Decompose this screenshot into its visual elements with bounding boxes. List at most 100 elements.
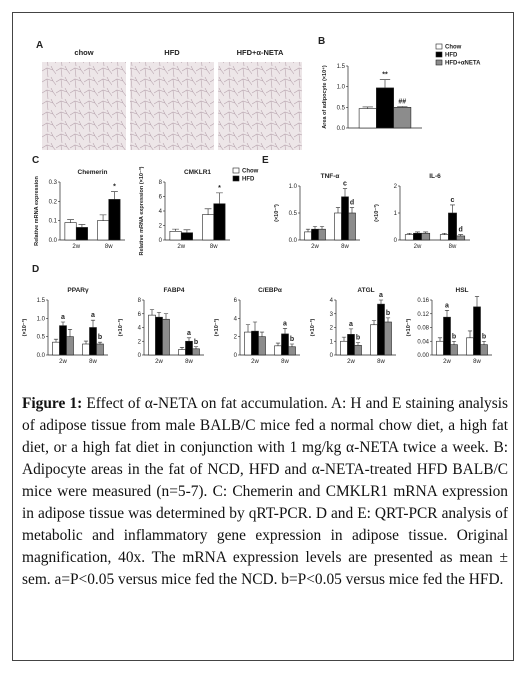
bar (480, 344, 488, 356)
bar (466, 337, 474, 356)
y-axis-label: (×10⁻³) (373, 204, 380, 222)
error-bar (111, 191, 118, 200)
chart-title: CMKLR1 (184, 169, 211, 176)
error-bar (406, 232, 412, 235)
error-bar (53, 338, 59, 343)
legend-swatch (435, 51, 443, 58)
x-tick-label: 8w (449, 244, 457, 250)
error-bar (467, 330, 473, 338)
y-tick-label: 1.0 (337, 85, 346, 91)
y-tick-label: 8 (138, 298, 142, 304)
x-tick-label: 2w (311, 244, 319, 250)
y-tick-label: 0.0 (337, 126, 346, 132)
x-tick-label: 2w (59, 359, 67, 365)
y-tick-label: 6 (234, 298, 238, 304)
y-tick-label: 1.5 (37, 298, 46, 304)
error-bar (458, 234, 464, 236)
y-tick-label: 1.0 (37, 316, 46, 322)
error-bar (259, 331, 265, 337)
y-tick-label: 0.04 (417, 339, 429, 345)
y-tick-label: 0.0 (37, 353, 46, 359)
x-tick-label: 8w (105, 244, 113, 250)
panel-label: D (32, 264, 39, 275)
y-tick-label: 0 (138, 353, 142, 359)
y-tick-label: 0.2 (49, 199, 58, 205)
bar (370, 324, 378, 356)
panel-label: A (36, 40, 43, 51)
significance-label: b (452, 333, 456, 340)
error-bar (348, 328, 354, 335)
caption-text: Effect of α-NETA on fat accumulation. A:… (22, 395, 508, 588)
bar (59, 325, 67, 356)
error-bar (78, 224, 86, 228)
x-tick-label: 2w (443, 359, 451, 365)
bar (66, 336, 74, 356)
x-tick-label: 2w (155, 359, 163, 365)
bar (202, 214, 215, 241)
significance-label: a (187, 330, 191, 337)
x-tick-label: 2w (414, 244, 422, 250)
y-axis-label: Relative mRNA expression (×10⁻³) (138, 166, 145, 255)
significance-label: a (283, 320, 287, 327)
significance-label: b (356, 335, 360, 342)
micrograph-label: HFD+α-NETA (237, 48, 284, 57)
bar (281, 333, 289, 356)
y-tick-label: 2 (330, 326, 334, 332)
chart-title: HSL (456, 287, 469, 294)
error-bar (349, 207, 355, 213)
error-bar (156, 312, 162, 318)
error-bar (312, 226, 318, 230)
y-tick-label: 1 (394, 211, 398, 217)
y-tick-label: 2 (138, 339, 142, 345)
y-tick-label: 6 (138, 312, 142, 318)
significance-label: b (482, 333, 486, 340)
error-bar (335, 207, 341, 213)
significance-label: d (459, 227, 463, 234)
significance-label: ## (398, 99, 406, 106)
micrograph (42, 62, 126, 150)
y-tick-label: 0.5 (337, 105, 346, 111)
error-bar (378, 299, 384, 305)
chart-title: Chemerin (78, 169, 108, 176)
y-tick-label: 2 (234, 335, 238, 341)
bar (318, 228, 326, 241)
error-bar (245, 324, 251, 333)
bar (274, 345, 282, 356)
y-tick-label: 0.5 (289, 211, 298, 217)
x-tick-label: 8w (89, 359, 97, 365)
micrograph-label: HFD (164, 48, 180, 57)
significance-label: c (451, 197, 455, 204)
y-tick-label: 0.12 (417, 312, 429, 318)
bar (348, 212, 356, 241)
legend-label: Chow (242, 169, 259, 175)
error-bar (97, 341, 103, 344)
bar (358, 108, 377, 129)
panel-label: B (318, 36, 325, 47)
bar (473, 306, 481, 356)
y-tick-label: 1.0 (289, 184, 298, 190)
y-axis-label: Area of adipocyte (×10⁴) (322, 65, 328, 129)
x-tick-label: 8w (377, 359, 385, 365)
significance-label: b (290, 336, 294, 343)
y-axis-label: (×10⁻³) (309, 318, 316, 336)
legend-label: HFD (242, 177, 255, 183)
bar (334, 212, 342, 241)
bar (155, 316, 163, 356)
error-bar (60, 321, 66, 326)
micrograph-label: chow (74, 48, 93, 57)
x-tick-label: 8w (473, 359, 481, 365)
chart-title: ATGL (357, 287, 374, 294)
significance-label: b (386, 310, 390, 317)
error-bar (444, 310, 450, 318)
y-tick-label: 1 (330, 339, 334, 345)
error-bar (99, 214, 107, 221)
bar (393, 107, 412, 129)
x-tick-label: 8w (185, 359, 193, 365)
significance-label: d (350, 200, 354, 207)
error-bar (172, 228, 179, 232)
y-tick-label: 2 (159, 224, 163, 230)
chart-title: FABP4 (164, 287, 185, 294)
y-tick-label: 0.5 (37, 335, 46, 341)
